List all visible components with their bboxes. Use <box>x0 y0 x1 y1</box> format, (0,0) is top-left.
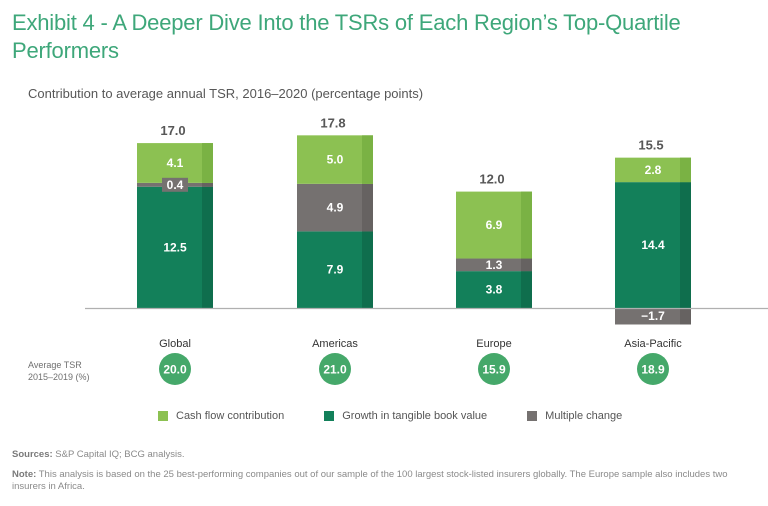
segment-value-label: 12.5 <box>163 240 187 254</box>
note-text: This analysis is based on the 25 best-pe… <box>12 469 728 492</box>
labels-group: 12.5 0.4 4.1 17.0 Global 20.0 7.9 4.9 5.0 17.8 Ame… <box>159 115 682 385</box>
category-label: Asia-Pacific <box>624 338 682 350</box>
category-label: Americas <box>312 338 358 350</box>
bar-segment-side <box>202 182 213 187</box>
average-tsr-value: 18.9 <box>641 363 665 377</box>
bar-segment-face <box>615 308 691 325</box>
bar-segment-side <box>362 135 373 184</box>
segment-value-label: 3.8 <box>486 283 503 297</box>
segment-value-label: 7.9 <box>327 263 344 277</box>
average-tsr-caption: Average TSR 2015–2019 (%) <box>28 359 90 383</box>
segment-value-label: 6.9 <box>486 218 503 232</box>
sources-text: S&P Capital IQ; BCG analysis. <box>52 449 185 460</box>
bar-total-label: 15.5 <box>638 138 663 153</box>
note-label: Note: <box>12 469 37 480</box>
segment-value-label: 4.1 <box>167 156 184 170</box>
segment-value-label: 0.4 <box>167 178 184 192</box>
legend-item-multiple: Multiple change <box>527 410 622 422</box>
bar-segment-cash-flow <box>615 157 691 183</box>
legend-label-growth: Growth in tangible book value <box>342 410 488 422</box>
bar-total-label: 17.8 <box>320 115 345 130</box>
bar-segment-face <box>615 182 691 308</box>
bars-group <box>137 135 691 325</box>
bar-segment-multiple <box>297 183 373 232</box>
legend: Cash flow contribution Growth in tangibl… <box>158 410 622 422</box>
bar-segment-face <box>456 258 532 272</box>
average-tsr-badge <box>637 353 669 385</box>
legend-swatch-multiple <box>527 411 538 421</box>
average-tsr-badge <box>319 353 351 385</box>
bar-segment-side <box>680 157 691 183</box>
average-tsr-value: 20.0 <box>163 363 187 377</box>
bar-segment-side <box>680 308 691 325</box>
bar-segment-face <box>615 157 691 183</box>
legend-item-cash-flow: Cash flow contribution <box>158 410 284 422</box>
bar-segment-cash-flow <box>297 135 373 184</box>
bar-total-label: 17.0 <box>160 123 185 138</box>
legend-label-multiple: Multiple change <box>545 410 623 422</box>
bar-segment-face <box>456 271 532 308</box>
legend-swatch-growth <box>324 411 335 421</box>
average-tsr-caption-line1: Average TSR <box>28 360 82 370</box>
segment-value-label: 2.8 <box>645 163 662 177</box>
bar-segment-side <box>202 186 213 308</box>
segment-value-label: 5.0 <box>327 153 344 167</box>
bar-segment-face <box>137 143 213 183</box>
bar-total-label: 12.0 <box>479 172 504 187</box>
chart-subtitle: Contribution to average annual TSR, 2016… <box>28 86 424 101</box>
bar-segment-face <box>297 231 373 308</box>
average-tsr-value: 15.9 <box>482 363 506 377</box>
average-tsr-badge <box>478 353 510 385</box>
bar-segment-face <box>137 186 213 308</box>
legend-item-growth: Growth in tangible book value <box>324 410 487 422</box>
bar-segment-cash-flow <box>456 191 532 259</box>
segment-value-label: −1.7 <box>641 309 665 323</box>
segment-value-label: 4.9 <box>327 201 344 215</box>
legend-swatch-cash-flow <box>158 411 168 421</box>
segment-value-label: 14.4 <box>641 238 665 252</box>
bar-segment-multiple <box>456 258 532 272</box>
bar-segment-growth <box>615 182 691 308</box>
bar-segment-growth <box>137 186 213 308</box>
average-tsr-value: 21.0 <box>323 363 347 377</box>
segment-label-bg <box>162 177 188 192</box>
category-label: Global <box>159 338 191 350</box>
bar-segment-side <box>362 231 373 308</box>
bar-segment-multiple <box>615 308 691 325</box>
bar-segment-cash-flow <box>137 143 213 183</box>
bar-segment-face <box>297 135 373 184</box>
bar-segment-side <box>202 143 213 183</box>
bar-segment-face <box>456 191 532 259</box>
bar-segment-growth <box>297 231 373 308</box>
sources-label: Sources: <box>12 449 53 460</box>
chart-title: Exhibit 4 - A Deeper Dive Into the TSRs … <box>12 10 681 63</box>
bar-segment-growth <box>456 271 532 308</box>
legend-label-cash-flow: Cash flow contribution <box>176 410 285 422</box>
bar-segment-side <box>680 182 691 308</box>
sources-footnote: Sources: S&P Capital IQ; BCG analysis. <box>12 449 184 460</box>
average-tsr-caption-line2: 2015–2019 (%) <box>28 372 90 382</box>
category-label: Europe <box>476 338 511 350</box>
bar-segment-side <box>521 191 532 259</box>
average-tsr-badge <box>159 353 191 385</box>
bar-segment-side <box>521 271 532 308</box>
note-footnote: Note: This analysis is based on the 25 b… <box>12 469 752 493</box>
bar-segment-face <box>297 183 373 232</box>
bar-segment-side <box>362 183 373 232</box>
segment-value-label: 1.3 <box>486 258 503 272</box>
bar-segment-side <box>521 258 532 272</box>
stacked-bar-chart: 12.5 0.4 4.1 17.0 Global 20.0 7.9 4.9 5.0 17.8 Ame… <box>85 115 768 385</box>
